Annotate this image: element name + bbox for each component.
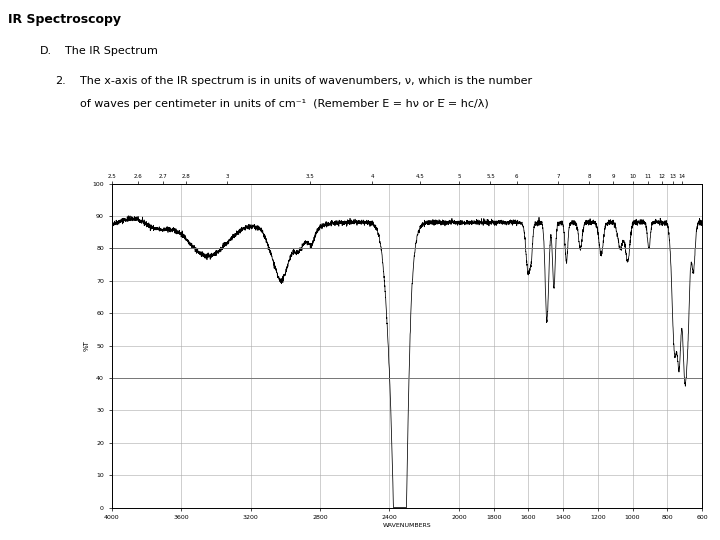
Text: 2.: 2.: [55, 76, 66, 86]
Text: The x-axis of the IR spectrum is in units of wavenumbers, ν, which is the number: The x-axis of the IR spectrum is in unit…: [80, 76, 532, 86]
Y-axis label: %T: %T: [84, 340, 89, 351]
Text: of waves per centimeter in units of cm⁻¹  (Remember E = hν or E̅ = hc/λ): of waves per centimeter in units of cm⁻¹…: [80, 99, 489, 109]
X-axis label: WAVENUMBERS: WAVENUMBERS: [382, 523, 431, 528]
Text: The IR Spectrum: The IR Spectrum: [65, 46, 158, 56]
Text: IR Spectroscopy: IR Spectroscopy: [8, 13, 121, 26]
Text: D.: D.: [40, 46, 52, 56]
